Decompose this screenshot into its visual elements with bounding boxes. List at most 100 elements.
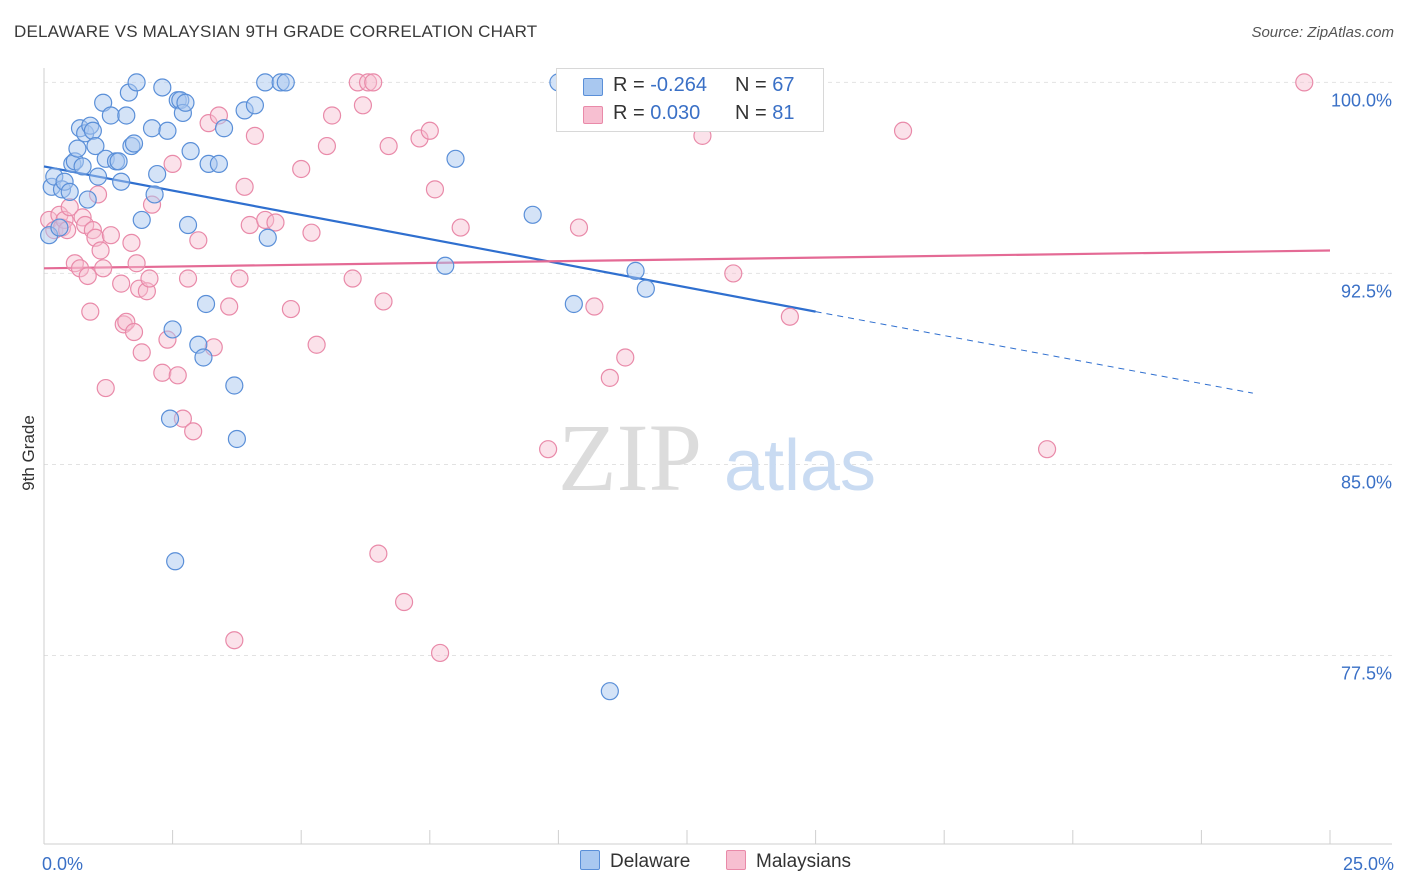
malaysian-point <box>140 269 159 288</box>
watermark-atlas: atlas <box>724 426 876 506</box>
delaware-point <box>523 205 542 224</box>
delaware-point <box>176 93 195 112</box>
malaysian-trend-line <box>43 249 1331 270</box>
malaysian-legend-label: Malaysians <box>756 851 852 872</box>
malaysian-point <box>322 106 342 125</box>
delaware-point <box>86 136 105 156</box>
delaware-point <box>109 152 128 171</box>
delaware-point <box>196 294 216 314</box>
malaysian-point <box>1295 73 1314 92</box>
axis-labels: 100.0% 92.5% 85.0% 77.5% 0.0% 25.0% 9th Grade <box>19 90 1394 874</box>
malaysian-point <box>184 422 203 441</box>
malaysian-point <box>616 348 635 367</box>
malaysian-point <box>539 440 558 459</box>
malaysian-point <box>240 215 259 235</box>
malaysian-legend-swatch <box>726 850 746 870</box>
source-label: Source: ZipAtlas.com <box>1251 24 1394 41</box>
delaware-point <box>78 190 97 209</box>
delaware-points <box>40 73 655 701</box>
watermark: ZIP atlas <box>558 404 876 511</box>
bottom-legend-delaware: Delaware <box>580 850 690 873</box>
malaysian-point <box>893 121 913 140</box>
axes <box>43 68 1392 845</box>
malaysian-point <box>348 73 367 92</box>
malaysian-swatch <box>583 106 603 124</box>
delaware-point <box>112 172 131 191</box>
legend-n-value-malaysian: 81 <box>772 102 795 124</box>
legend-n-label: N = <box>735 102 767 124</box>
malaysian-point <box>65 254 84 273</box>
delaware-point <box>564 294 583 314</box>
malaysian-point <box>425 180 445 199</box>
y-axis-label: 9th Grade <box>19 415 38 491</box>
malaysian-point <box>168 366 187 385</box>
malaysian-point <box>379 136 398 156</box>
malaysian-point <box>78 266 97 286</box>
malaysian-point <box>153 363 172 382</box>
malaysian-point <box>353 96 373 115</box>
delaware-point <box>258 228 277 247</box>
malaysian-points <box>40 73 1314 663</box>
delaware-point <box>117 106 136 125</box>
malaysian-point <box>81 302 100 321</box>
malaysian-point <box>114 315 133 334</box>
x-tick-label-max: 25.0% <box>1343 854 1394 874</box>
delaware-point <box>158 121 177 140</box>
legend-row-delaware: R = -0.264 N = 67 <box>557 72 823 100</box>
malaysian-point <box>369 544 388 563</box>
y-tick-label: 100.0% <box>1331 90 1392 110</box>
malaysian-point <box>317 136 337 156</box>
malaysian-point <box>292 159 311 179</box>
malaysian-point <box>124 322 144 342</box>
malaysian-point <box>96 378 115 398</box>
delaware-point <box>68 139 87 158</box>
malaysian-point <box>230 269 249 288</box>
malaysian-point <box>117 312 136 331</box>
legend-r-label: R = <box>613 74 645 96</box>
y-tick-label: 85.0% <box>1341 472 1392 492</box>
x-tick-label-min: 0.0% <box>42 854 83 874</box>
malaysian-point <box>451 218 470 237</box>
delaware-point <box>256 73 275 92</box>
delaware-point <box>178 215 198 235</box>
y-tick-label: 92.5% <box>1341 281 1392 301</box>
delaware-point <box>166 552 185 571</box>
malaysian-point <box>245 126 265 145</box>
delaware-point <box>127 73 146 92</box>
delaware-point <box>124 134 144 153</box>
delaware-swatch <box>583 78 603 96</box>
delaware-legend-swatch <box>580 850 600 870</box>
malaysian-point <box>343 269 362 288</box>
delaware-legend-label: Delaware <box>610 851 691 872</box>
delaware-point <box>160 409 180 428</box>
delaware-point <box>153 78 172 97</box>
legend-n-label: N = <box>735 74 767 96</box>
delaware-point <box>181 142 200 161</box>
malaysian-point <box>225 631 244 650</box>
chart-title: DELAWARE VS MALAYSIAN 9TH GRADE CORRELAT… <box>14 22 538 41</box>
delaware-point <box>276 73 295 92</box>
legend-row-malaysian: R = 0.030 N = 81 <box>557 100 823 128</box>
gridlines <box>44 81 1392 657</box>
malaysian-point <box>430 643 450 663</box>
delaware-point <box>214 119 234 138</box>
legend-r-value-malaysian: 0.030 <box>650 102 701 124</box>
malaysian-point <box>302 223 321 242</box>
malaysian-point <box>585 297 604 316</box>
delaware-point <box>227 429 246 449</box>
malaysian-point <box>600 368 619 387</box>
delaware-point <box>225 376 244 395</box>
malaysian-point <box>112 274 131 293</box>
delaware-point <box>73 157 92 176</box>
malaysian-point <box>420 121 439 140</box>
malaysian-point <box>724 264 743 283</box>
malaysian-point <box>235 177 254 196</box>
delaware-point <box>148 164 167 184</box>
delaware-point <box>88 167 108 186</box>
correlation-legend: R = -0.264 N = 67 R = 0.030 N = 81 <box>556 68 824 132</box>
malaysian-point <box>178 269 198 288</box>
delaware-point <box>142 119 162 138</box>
malaysian-point <box>101 226 120 245</box>
trend-lines <box>43 165 1331 394</box>
